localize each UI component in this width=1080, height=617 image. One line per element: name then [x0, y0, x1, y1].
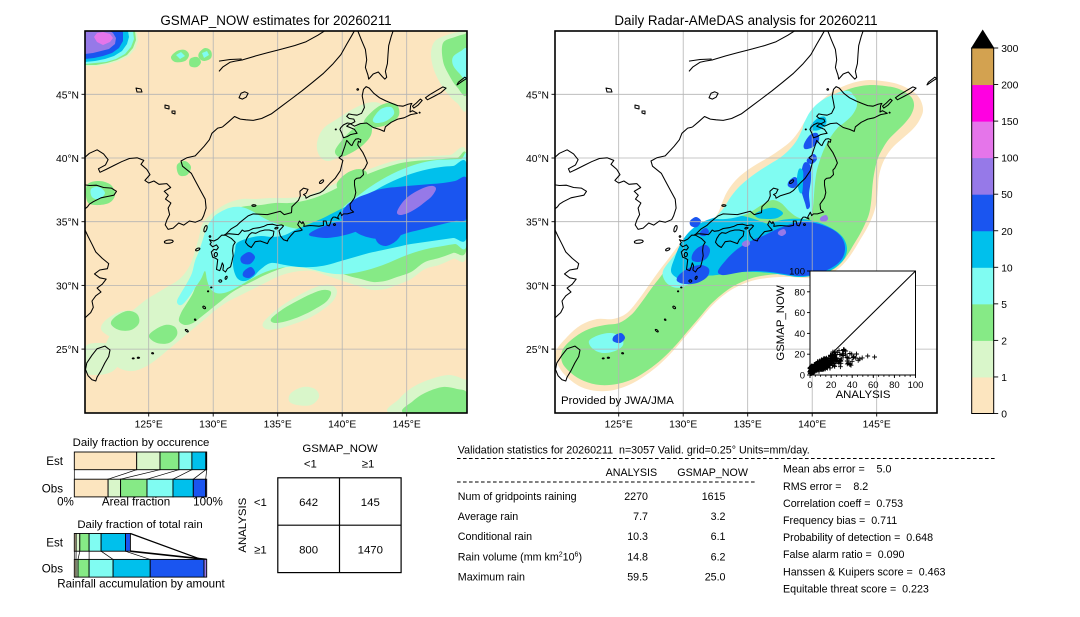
- svg-text:80: 80: [889, 380, 900, 391]
- svg-text:1470: 1470: [358, 544, 383, 556]
- svg-text:ANALYSIS: ANALYSIS: [237, 497, 249, 552]
- svg-text:Maximum rain: Maximum rain: [458, 572, 525, 584]
- svg-text:25.0: 25.0: [705, 572, 726, 584]
- svg-text:140°E: 140°E: [798, 420, 826, 431]
- svg-text:20: 20: [794, 350, 805, 361]
- svg-text:6.1: 6.1: [711, 531, 726, 543]
- svg-text:<1: <1: [254, 497, 267, 509]
- svg-text:Est: Est: [46, 455, 64, 468]
- svg-text:Daily fraction by occurence: Daily fraction by occurence: [73, 437, 210, 449]
- svg-text:Equitable threat score = 0.22: Equitable threat score = 0.223: [783, 583, 929, 595]
- svg-text:642: 642: [299, 497, 318, 509]
- svg-text:45°N: 45°N: [526, 90, 549, 101]
- svg-text:135°E: 135°E: [734, 420, 762, 431]
- svg-text:20: 20: [1001, 227, 1013, 238]
- svg-text:≥1: ≥1: [254, 544, 267, 556]
- svg-text:Rainfall accumulation by amoun: Rainfall accumulation by amount: [57, 578, 225, 591]
- svg-text:25°N: 25°N: [526, 345, 549, 356]
- svg-text:1: 1: [1001, 373, 1007, 384]
- svg-text:7.7: 7.7: [633, 511, 648, 523]
- svg-text:GSMAP_NOW estimates for 202602: GSMAP_NOW estimates for 20260211: [160, 13, 391, 28]
- svg-text:Num of gridpoints raining: Num of gridpoints raining: [458, 491, 577, 503]
- svg-text:800: 800: [299, 544, 318, 556]
- svg-text:145°E: 145°E: [863, 420, 891, 431]
- svg-text:130°E: 130°E: [669, 420, 697, 431]
- svg-text:145°E: 145°E: [393, 420, 421, 431]
- svg-text:Hanssen & Kuipers score = 0.4: Hanssen & Kuipers score = 0.463: [783, 566, 946, 578]
- svg-text:35°N: 35°N: [56, 218, 79, 229]
- svg-text:100: 100: [789, 267, 805, 278]
- svg-text:Provided by JWA/JMA: Provided by JWA/JMA: [561, 395, 674, 407]
- svg-text:6.2: 6.2: [711, 551, 726, 563]
- svg-text:GSMAP_NOW: GSMAP_NOW: [775, 285, 787, 361]
- svg-text:Areal fraction: Areal fraction: [102, 496, 170, 509]
- svg-text:Mean abs error = 5.0: Mean abs error = 5.0: [783, 464, 891, 476]
- svg-text:30°N: 30°N: [56, 281, 79, 292]
- svg-text:Validation statistics for 2026: Validation statistics for 20260211 n=305…: [458, 445, 810, 457]
- svg-text:Daily fraction of total rain: Daily fraction of total rain: [77, 519, 202, 531]
- svg-text:Conditional rain: Conditional rain: [458, 531, 532, 543]
- svg-text:14.8: 14.8: [627, 551, 648, 563]
- svg-text:RMS error = 8.2: RMS error = 8.2: [783, 481, 868, 493]
- svg-text:Correlation coeff = 0.753: Correlation coeff = 0.753: [783, 498, 903, 510]
- svg-text:140°E: 140°E: [328, 420, 356, 431]
- svg-text:10: 10: [1001, 263, 1013, 274]
- svg-text:50: 50: [1001, 190, 1013, 201]
- svg-text:Est: Est: [46, 537, 64, 550]
- svg-text:25°N: 25°N: [56, 345, 79, 356]
- svg-text:ANALYSIS: ANALYSIS: [836, 389, 891, 401]
- svg-text:10.3: 10.3: [627, 531, 648, 543]
- svg-text:Rain volume (mm km2106): Rain volume (mm km2106): [458, 551, 582, 563]
- svg-text:Obs: Obs: [42, 563, 63, 576]
- svg-text:0: 0: [807, 380, 812, 391]
- svg-text:135°E: 135°E: [264, 420, 292, 431]
- svg-text:125°E: 125°E: [605, 420, 633, 431]
- svg-text:GSMAP_NOW: GSMAP_NOW: [677, 467, 749, 479]
- svg-text:5: 5: [1001, 300, 1007, 311]
- svg-text:40°N: 40°N: [526, 154, 549, 165]
- svg-text:40°N: 40°N: [56, 154, 79, 165]
- svg-text:40: 40: [794, 329, 805, 340]
- svg-text:100: 100: [1001, 154, 1018, 165]
- svg-text:3.2: 3.2: [711, 511, 726, 523]
- svg-text:<1: <1: [304, 459, 317, 471]
- svg-text:130°E: 130°E: [199, 420, 227, 431]
- svg-text:45°N: 45°N: [56, 90, 79, 101]
- svg-text:59.5: 59.5: [627, 572, 648, 584]
- svg-text:Frequency bias = 0.711: Frequency bias = 0.711: [783, 515, 897, 527]
- svg-text:145: 145: [361, 497, 380, 509]
- svg-text:80: 80: [794, 287, 805, 298]
- svg-text:0: 0: [800, 371, 805, 382]
- svg-text:ANALYSIS: ANALYSIS: [606, 467, 657, 479]
- svg-text:125°E: 125°E: [135, 420, 163, 431]
- svg-text:0: 0: [1001, 410, 1007, 421]
- svg-text:Average rain: Average rain: [458, 511, 518, 523]
- svg-text:2: 2: [1001, 336, 1007, 347]
- svg-text:Daily Radar-AMeDAS analysis fo: Daily Radar-AMeDAS analysis for 20260211: [614, 13, 877, 28]
- svg-text:≥1: ≥1: [362, 459, 375, 471]
- svg-text:Obs: Obs: [42, 483, 63, 496]
- svg-text:Probability of detection = 0.: Probability of detection = 0.648: [783, 532, 933, 544]
- svg-text:GSMAP_NOW: GSMAP_NOW: [302, 443, 378, 455]
- svg-text:0%: 0%: [57, 496, 74, 509]
- svg-text:False alarm ratio = 0.090: False alarm ratio = 0.090: [783, 549, 905, 561]
- svg-text:100%: 100%: [193, 496, 223, 509]
- svg-text:2270: 2270: [624, 491, 648, 503]
- svg-text:1615: 1615: [702, 491, 726, 503]
- svg-text:300: 300: [1001, 44, 1018, 55]
- svg-text:35°N: 35°N: [526, 218, 549, 229]
- svg-text:150: 150: [1001, 117, 1018, 128]
- svg-text:30°N: 30°N: [526, 281, 549, 292]
- svg-text:200: 200: [1001, 81, 1018, 92]
- svg-text:60: 60: [794, 308, 805, 319]
- svg-text:100: 100: [908, 380, 924, 391]
